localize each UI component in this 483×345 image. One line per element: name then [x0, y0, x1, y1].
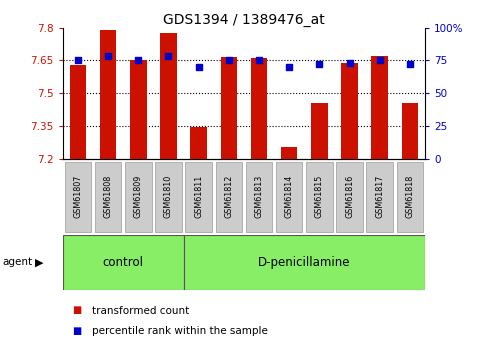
Bar: [160, 33, 177, 159]
Bar: [371, 56, 388, 159]
Text: ▶: ▶: [35, 257, 43, 267]
Point: [285, 64, 293, 70]
FancyBboxPatch shape: [397, 162, 423, 231]
Text: percentile rank within the sample: percentile rank within the sample: [92, 326, 268, 336]
FancyBboxPatch shape: [125, 162, 152, 231]
FancyBboxPatch shape: [336, 162, 363, 231]
Bar: [100, 30, 116, 159]
Bar: [311, 103, 327, 159]
Text: ■: ■: [72, 306, 82, 315]
FancyBboxPatch shape: [155, 162, 182, 231]
FancyBboxPatch shape: [184, 235, 425, 290]
Point: [376, 58, 384, 63]
Bar: [341, 62, 358, 159]
Bar: [281, 147, 298, 159]
Point: [195, 64, 202, 70]
Point: [406, 61, 414, 67]
Text: GSM61811: GSM61811: [194, 175, 203, 218]
Title: GDS1394 / 1389476_at: GDS1394 / 1389476_at: [163, 12, 325, 27]
Text: ■: ■: [72, 326, 82, 336]
Bar: [190, 127, 207, 159]
FancyBboxPatch shape: [95, 162, 121, 231]
Text: GSM61817: GSM61817: [375, 175, 384, 218]
Text: GSM61812: GSM61812: [224, 175, 233, 218]
Bar: [221, 57, 237, 159]
Bar: [130, 60, 146, 159]
Point: [225, 58, 233, 63]
FancyBboxPatch shape: [306, 162, 333, 231]
FancyBboxPatch shape: [65, 162, 91, 231]
Text: transformed count: transformed count: [92, 306, 189, 315]
Text: D-penicillamine: D-penicillamine: [258, 256, 351, 269]
FancyBboxPatch shape: [185, 162, 212, 231]
FancyBboxPatch shape: [215, 162, 242, 231]
Text: GSM61816: GSM61816: [345, 175, 354, 218]
Bar: [251, 58, 267, 159]
Text: control: control: [103, 256, 143, 269]
Text: GSM61818: GSM61818: [405, 175, 414, 218]
FancyBboxPatch shape: [63, 235, 184, 290]
Text: GSM61808: GSM61808: [103, 175, 113, 218]
FancyBboxPatch shape: [246, 162, 272, 231]
Text: GSM61814: GSM61814: [284, 175, 294, 218]
Point: [134, 58, 142, 63]
Text: GSM61809: GSM61809: [134, 175, 143, 218]
Text: GSM61807: GSM61807: [73, 175, 83, 218]
Point: [315, 61, 323, 67]
FancyBboxPatch shape: [276, 162, 302, 231]
Text: agent: agent: [2, 257, 32, 267]
Bar: [402, 103, 418, 159]
Point: [255, 58, 263, 63]
Point: [165, 54, 172, 59]
Point: [346, 60, 354, 66]
Point: [74, 58, 82, 63]
FancyBboxPatch shape: [367, 162, 393, 231]
Text: GSM61810: GSM61810: [164, 175, 173, 218]
Text: GSM61813: GSM61813: [255, 175, 264, 218]
Bar: [70, 65, 86, 159]
Text: GSM61815: GSM61815: [315, 175, 324, 218]
Point: [104, 54, 112, 59]
